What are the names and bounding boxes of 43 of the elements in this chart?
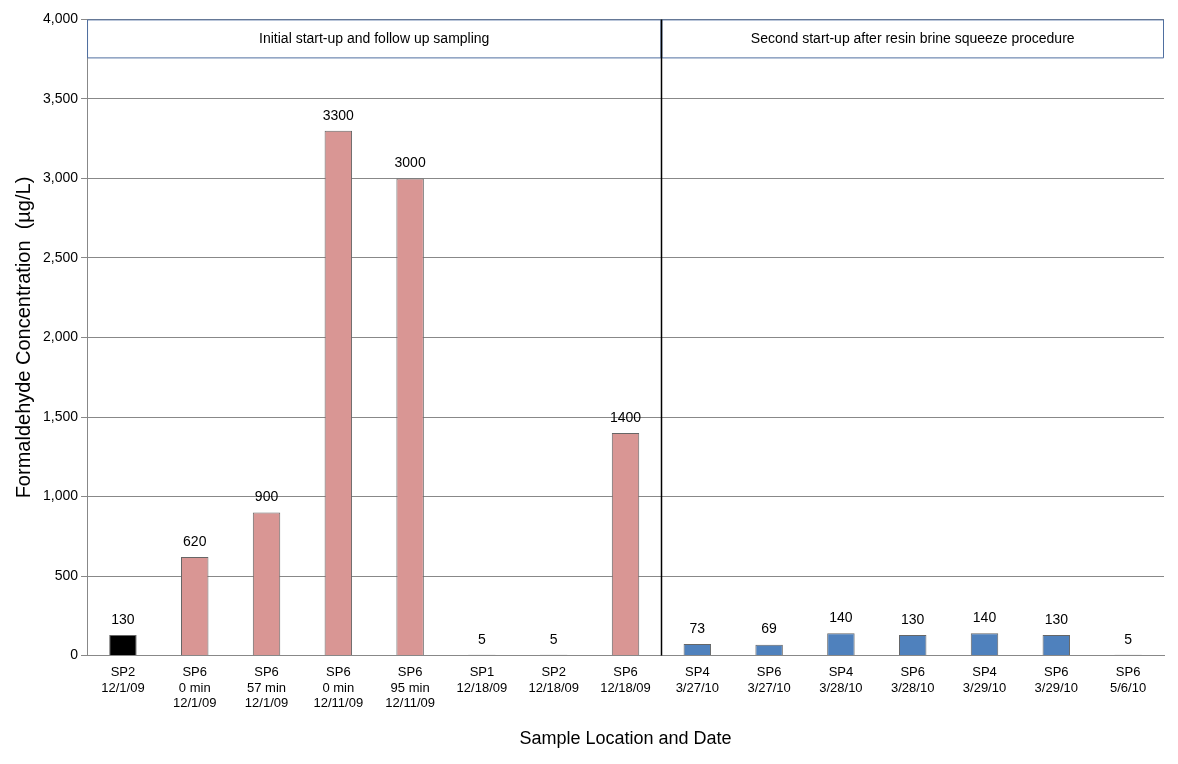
- x-axis-title: Sample Location and Date: [519, 728, 732, 749]
- y-tick-label: 500: [54, 566, 79, 583]
- x-tick-label: SP6 95 min 12/11/09: [385, 663, 435, 711]
- x-tick-label: SP6 57 min 12/1/09: [244, 663, 289, 711]
- x-tick-label: SP1 12/18/09: [456, 663, 508, 695]
- x-tick-label: SP6 12/18/09: [600, 663, 651, 695]
- data-label: 140: [972, 609, 997, 626]
- x-tick-label: SP6 0 min 12/11/09: [313, 663, 364, 711]
- x-tick-label: SP6 3/27/10: [747, 663, 791, 695]
- annotation: Second start-up after resin brine squeeze procedure: [750, 30, 1075, 47]
- data-label: 69: [761, 620, 778, 637]
- y-tick-label: 4,000: [42, 10, 79, 27]
- y-tick-label: 2,000: [42, 328, 79, 345]
- y-tick-label: 1,000: [42, 487, 79, 504]
- x-tick-label: SP6 3/28/10: [891, 663, 935, 695]
- data-label: 900: [254, 488, 279, 505]
- x-tick-label: SP2 12/18/09: [528, 663, 580, 695]
- x-tick-label: SP4 3/28/10: [819, 663, 863, 695]
- x-tick-label: SP2 12/1/09: [101, 663, 145, 695]
- y-tick-label: 3,500: [42, 89, 79, 106]
- data-label: 130: [901, 610, 925, 627]
- x-tick-label: SP4 3/27/10: [675, 663, 719, 695]
- data-label: 130: [111, 610, 135, 627]
- x-tick-label: SP6 3/29/10: [1034, 663, 1078, 695]
- annotation: Initial start-up and follow up sampling: [259, 30, 490, 47]
- x-tick-label: SP6 0 min 12/1/09: [173, 663, 217, 711]
- y-tick-label: 0: [70, 646, 79, 663]
- y-tick-label: 1,500: [42, 407, 79, 424]
- y-axis-title: Formaldehyde Concentration (µg/L): [11, 176, 34, 499]
- data-label: 3000: [394, 154, 426, 171]
- data-label: 3300: [322, 106, 355, 123]
- x-tick-label: SP4 3/29/10: [962, 663, 1007, 695]
- y-tick-label: 3,000: [42, 169, 79, 186]
- data-label: 130: [1044, 610, 1069, 627]
- data-label: 1400: [609, 408, 642, 425]
- data-label: 5: [478, 630, 487, 647]
- x-tick-label: SP6 5/6/10: [1110, 663, 1147, 695]
- data-label: 73: [689, 619, 706, 636]
- y-tick-label: 2,500: [42, 248, 79, 265]
- data-label: 5: [549, 630, 558, 647]
- data-label: 5: [1124, 630, 1133, 647]
- data-label: 140: [829, 609, 853, 626]
- data-label: 620: [183, 532, 207, 549]
